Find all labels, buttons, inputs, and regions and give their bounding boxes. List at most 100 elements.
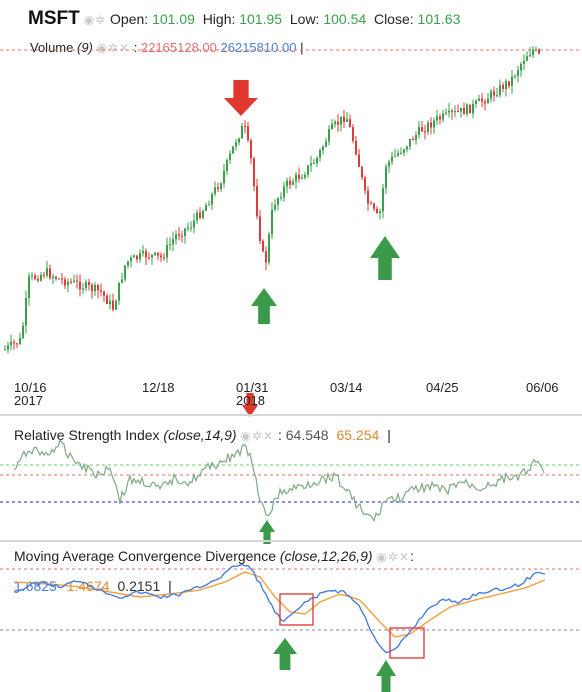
candle-body	[229, 153, 231, 160]
candle-body	[7, 345, 9, 350]
gear-icon[interactable]: ✲	[387, 550, 399, 564]
candle-body	[340, 116, 342, 125]
candle-body	[148, 257, 150, 259]
candle-body	[376, 208, 378, 214]
candle-body	[388, 161, 390, 167]
candle-body	[382, 188, 384, 212]
candle-body	[430, 122, 432, 128]
candle-body	[256, 186, 258, 217]
candle-body	[364, 177, 366, 191]
volume-label: Volume	[30, 40, 74, 55]
x-tick-label: 12/18	[142, 380, 175, 395]
symbol-title: MSFT	[28, 8, 80, 29]
candle-body	[139, 253, 141, 260]
candle-body	[169, 244, 171, 246]
high-value: 101.95	[239, 11, 283, 27]
candle-body	[58, 278, 60, 280]
candle-body	[436, 116, 438, 121]
candle-body	[76, 280, 78, 282]
candle-body	[397, 152, 399, 156]
candle-body	[220, 183, 222, 190]
candle-body	[226, 159, 228, 172]
eye-icon[interactable]: ◉	[83, 13, 96, 27]
candle-body	[298, 174, 300, 179]
candle-body	[499, 85, 501, 96]
candle-body	[391, 156, 393, 162]
candle-body	[88, 281, 90, 285]
candle-body	[535, 49, 537, 51]
candle-body	[166, 245, 168, 258]
candle-body	[259, 216, 261, 241]
candle-body	[190, 227, 192, 229]
close-icon[interactable]: ✕	[398, 550, 411, 564]
candle-body	[373, 203, 375, 209]
candle-body	[307, 165, 309, 175]
candle-body	[292, 181, 294, 185]
macd-params: (close,12,26,9)	[279, 548, 373, 564]
x-tick-label: 06/06	[526, 380, 559, 395]
gear-icon[interactable]: ✲	[95, 13, 107, 27]
candle-body	[55, 276, 57, 279]
macd-cursor: |	[168, 578, 172, 594]
candle-body	[379, 211, 381, 214]
candle-body	[124, 265, 126, 280]
candle-body	[343, 116, 345, 122]
gear-icon[interactable]: ✲	[108, 41, 120, 55]
candle-body	[361, 166, 363, 178]
candle-body	[481, 98, 483, 102]
candle-body	[523, 60, 525, 64]
volume-value-1: 22165128.00	[140, 40, 217, 55]
annotation-arrows	[273, 638, 396, 692]
candle-body	[283, 186, 285, 198]
macd-title: Moving Average Convergence Divergence	[14, 548, 277, 564]
candle-body	[247, 126, 249, 141]
candle-body	[67, 281, 69, 286]
candle-body	[262, 240, 264, 252]
x-tick-label: 01/31	[236, 380, 269, 395]
candle-body	[22, 325, 24, 338]
candle-body	[79, 281, 81, 290]
candle-body	[241, 125, 243, 139]
arrow-up-icon	[376, 660, 396, 692]
candle-body	[157, 252, 159, 256]
candle-body	[424, 131, 426, 133]
candle-body	[358, 154, 360, 167]
close-icon[interactable]: ✕	[119, 41, 131, 55]
candle-body	[184, 228, 186, 236]
candle-body	[421, 127, 423, 132]
candle-body	[265, 251, 267, 263]
candle-body	[427, 122, 429, 132]
candle-body	[304, 174, 306, 178]
candle-body	[316, 157, 318, 164]
candle-body	[16, 343, 18, 345]
candle-body	[52, 276, 54, 278]
candle-body	[469, 104, 471, 114]
candle-body	[223, 171, 225, 184]
candle-body	[538, 49, 540, 54]
candle-body	[271, 209, 273, 235]
candle-body	[4, 349, 6, 351]
candle-body	[163, 257, 165, 259]
candle-body	[400, 152, 402, 154]
candles-group	[4, 46, 540, 354]
open-label: Open:	[110, 11, 149, 27]
close-label: Close:	[373, 11, 414, 27]
gear-icon[interactable]: ✲	[251, 429, 264, 443]
high-label: High:	[202, 11, 236, 27]
candle-body	[217, 187, 219, 190]
macd-chart[interactable]	[0, 542, 582, 692]
eye-icon[interactable]: ◉	[96, 41, 108, 55]
candle-body	[466, 104, 468, 115]
candle-body	[352, 127, 354, 141]
rsi-signal-value: 65.254	[336, 427, 380, 443]
price-chart[interactable]	[0, 0, 582, 544]
candle-body	[196, 212, 198, 221]
candle-body	[328, 129, 330, 142]
rsi-chart[interactable]	[0, 420, 582, 540]
eye-icon[interactable]: ◉	[240, 429, 252, 443]
candle-body	[403, 149, 405, 153]
candle-body	[493, 91, 495, 96]
rsi-value: 64.548	[285, 427, 329, 443]
close-icon[interactable]: ✕	[263, 429, 275, 443]
eye-icon[interactable]: ◉	[376, 550, 388, 564]
